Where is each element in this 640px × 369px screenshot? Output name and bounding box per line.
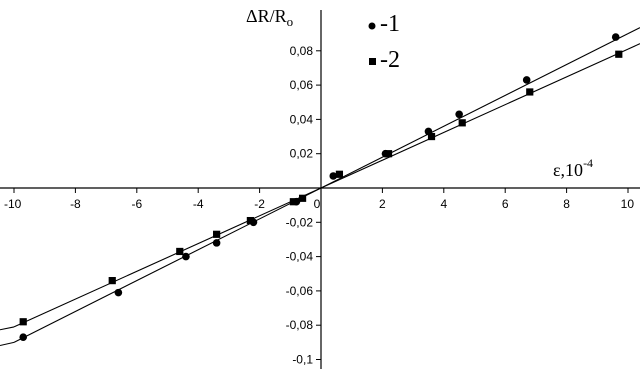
x-tick-label: 8 — [563, 197, 570, 211]
series-2-point — [298, 194, 307, 202]
x-tick-label: 0 — [314, 197, 321, 211]
axis-ticks: -10 -8 -6 -4 -2 0 2 4 6 8 10 -0,1 -0,08 -0,06 -0,04 -0,… — [4, 44, 634, 367]
series-1-point — [212, 239, 221, 247]
legend-marker-square — [369, 58, 376, 65]
series-2-point — [289, 198, 297, 206]
y-tick-label: 0,04 — [290, 112, 314, 126]
legend-marker-circle — [368, 22, 376, 30]
series-2-point — [19, 318, 27, 326]
x-tick-label: -6 — [131, 197, 142, 211]
x-tick-label: 2 — [379, 197, 386, 211]
x-axis-label: ε,10-4 — [553, 156, 593, 180]
x-tick-label: -4 — [193, 197, 204, 211]
series-2-point — [246, 216, 254, 225]
y-tick-label: -0,06 — [286, 284, 314, 298]
y-tick-label: -0,02 — [286, 215, 314, 229]
series-2-point — [176, 247, 184, 256]
y-tick-label: -0,1 — [292, 353, 313, 367]
y-tick-label: -0,08 — [286, 318, 314, 332]
series-1-point — [522, 76, 531, 84]
fit-line-series-2 — [13, 48, 629, 328]
y-tick-label: -0,04 — [286, 250, 314, 264]
series-2-point — [615, 50, 623, 58]
fit-line-extension-right — [627, 43, 640, 50]
y-tick-label: 0,02 — [290, 147, 314, 161]
series-1-point — [329, 172, 338, 180]
y-tick-label: 0,06 — [290, 78, 314, 92]
x-tick-label: 6 — [502, 197, 509, 211]
series-2-point — [458, 119, 466, 127]
legend: -1 -2 — [368, 11, 400, 73]
fit-line-extension-right — [627, 27, 640, 35]
x-tick-label: 4 — [440, 197, 447, 211]
x-tick-label: -2 — [254, 197, 265, 211]
series-1-point — [182, 252, 190, 261]
series-2-point — [335, 170, 344, 178]
data-points — [19, 33, 623, 342]
y-tick-label: 0,08 — [290, 44, 314, 58]
x-tick-label: -8 — [70, 197, 81, 211]
x-tick-label: 10 — [621, 197, 635, 211]
fit-line-extension-left — [0, 326, 15, 331]
series-2-point — [526, 88, 534, 96]
series-2-point — [213, 230, 221, 238]
y-axis-label: ΔR/Ro — [246, 6, 293, 29]
series-1-point — [19, 333, 28, 342]
fit-lines — [0, 27, 640, 347]
series-2-point — [108, 277, 116, 285]
legend-label-series-1: -1 — [380, 11, 400, 37]
series-1-point — [114, 288, 123, 297]
x-tick-label: -10 — [4, 197, 22, 211]
fit-line-extension-left — [0, 341, 15, 347]
series-1-point — [611, 33, 620, 41]
series-2-point — [427, 132, 436, 141]
series-1-point — [455, 110, 463, 119]
legend-label-series-2: -2 — [380, 47, 400, 73]
series-2-point — [384, 150, 393, 158]
